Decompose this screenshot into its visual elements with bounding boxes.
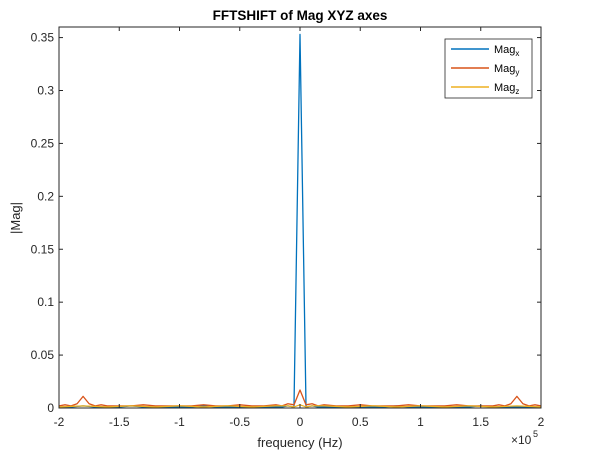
legend-label-z: Magz bbox=[494, 82, 519, 96]
y-tick-label: 0.3 bbox=[37, 84, 54, 98]
y-tick-label: 0.15 bbox=[31, 242, 55, 256]
legend-label-x: Magx bbox=[494, 44, 519, 58]
x-tick-label: 1.5 bbox=[472, 415, 489, 429]
y-tick-label: 0.2 bbox=[37, 189, 54, 203]
x-axis: -2 -1.5 -1 -0.5 0 0.5 1 1.5 2 bbox=[54, 27, 545, 429]
y-axis-label: |Mag| bbox=[8, 202, 23, 234]
legend: Magx Magy Magz bbox=[444, 38, 533, 99]
x-exponent-power: 5 bbox=[533, 429, 538, 439]
y-tick-label: 0 bbox=[47, 401, 54, 415]
y-tick-label: 0.05 bbox=[31, 348, 55, 362]
x-tick-label: -1.5 bbox=[109, 415, 130, 429]
x-exponent-base: ×10 bbox=[511, 433, 532, 447]
x-tick-label: -0.5 bbox=[229, 415, 250, 429]
y-tick-label: 0.35 bbox=[31, 31, 55, 45]
x-axis-exponent: ×10 5 bbox=[511, 429, 538, 447]
y-tick-label: 0.1 bbox=[37, 295, 54, 309]
y-axis: 0 0.05 0.1 0.15 0.2 0.25 0.3 0.35 bbox=[31, 31, 541, 415]
x-tick-label: 2 bbox=[538, 415, 545, 429]
legend-label-y: Magy bbox=[494, 63, 519, 77]
series-line-y bbox=[58, 389, 542, 407]
x-tick-label: 0 bbox=[297, 415, 304, 429]
x-tick-label: 1 bbox=[417, 415, 424, 429]
x-tick-label: 0.5 bbox=[352, 415, 369, 429]
x-tick-label: -1 bbox=[174, 415, 185, 429]
y-tick-label: 0.25 bbox=[31, 136, 55, 150]
chart-title: FFTSHIFT of Mag XYZ axes bbox=[213, 8, 388, 23]
x-axis-label: frequency (Hz) bbox=[257, 435, 342, 450]
x-tick-label: -2 bbox=[54, 415, 65, 429]
